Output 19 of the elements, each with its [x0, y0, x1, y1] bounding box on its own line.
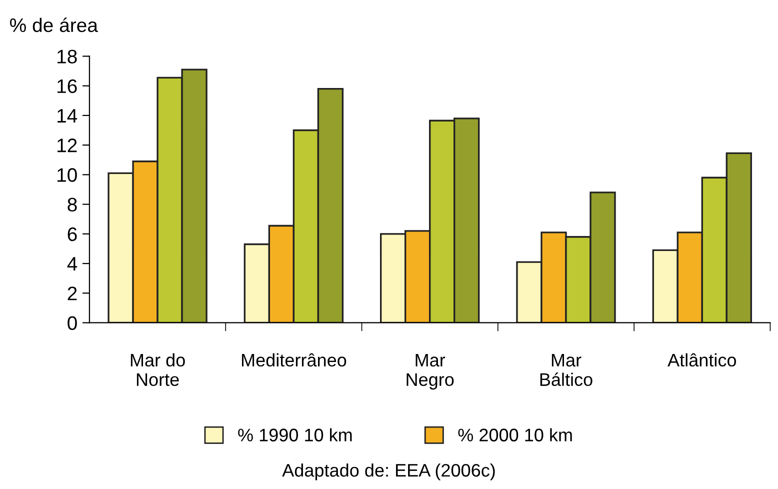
y-tick-label: 14	[58, 109, 78, 123]
x-tick-label: Mar Negro	[406, 354, 454, 390]
text: Adaptado de: EEA (2006c)	[282, 463, 495, 480]
y-tick-label: 4	[67, 257, 78, 271]
y-tick-label: 12	[58, 138, 77, 152]
y-tick-label: 2	[68, 286, 77, 300]
x-tick-label: Atlântico	[668, 353, 736, 367]
y-tick-label: 8	[68, 198, 77, 212]
y-tick-label: 6	[68, 227, 77, 242]
x-tick-label: Mar Báltico	[540, 354, 592, 386]
y-axis-title: % de área	[10, 18, 98, 32]
y-tick-label: 16	[58, 79, 77, 94]
x-tick-label: Mar do Norte	[130, 353, 185, 386]
y-tick-label: 10	[58, 168, 77, 182]
legend-label: % 2000 10 km	[458, 428, 572, 442]
legend-label: % 1990 10 km	[238, 428, 352, 442]
y-tick-label: 18	[58, 50, 77, 64]
x-tick-label: Mediterrâneo	[242, 353, 346, 367]
y-tick-label: 0	[68, 316, 77, 330]
